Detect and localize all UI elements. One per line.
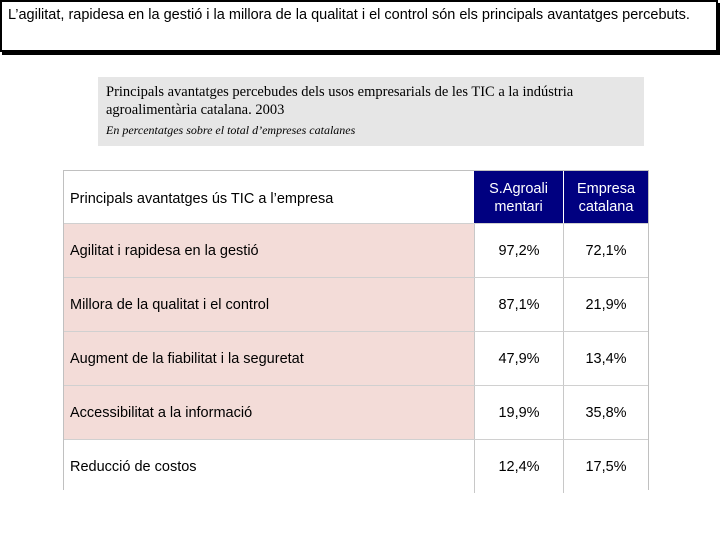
row-label: Millora de la qualitat i el control	[64, 278, 474, 331]
row-value-agro: 12,4%	[474, 440, 564, 493]
row-value-agro: 19,9%	[474, 386, 564, 439]
table-row: Millora de la qualitat i el control 87,1…	[64, 277, 648, 331]
table-row: Augment de la fiabilitat i la seguretat …	[64, 331, 648, 385]
header-box: L’agilitat, rapidesa en la gestió i la m…	[0, 0, 718, 52]
column-header-empresa: Empresa catalana	[564, 171, 648, 225]
table-row: Agilitat i rapidesa en la gestió 97,2% 7…	[64, 223, 648, 277]
row-value-agro: 87,1%	[474, 278, 564, 331]
table-title: Principals avantatges percebudes dels us…	[106, 84, 574, 118]
column-header-agro-line2: mentari	[494, 199, 543, 215]
header-title: L’agilitat, rapidesa en la gestió i la m…	[8, 7, 690, 23]
advantages-table: Principals avantatges ús TIC a l’empresa…	[63, 170, 649, 493]
row-value-agro: 97,2%	[474, 224, 564, 277]
row-value-agro: 47,9%	[474, 332, 564, 385]
row-value-empresa: 35,8%	[564, 386, 648, 439]
column-header-empresa-line2: catalana	[578, 199, 634, 215]
row-label: Augment de la fiabilitat i la seguretat	[64, 332, 474, 385]
row-label: Reducció de costos	[64, 440, 474, 493]
column-header-agro-line1: S.Agroali	[489, 181, 548, 197]
row-value-empresa: 13,4%	[564, 332, 648, 385]
column-header-advantage: Principals avantatges ús TIC a l’empresa	[64, 171, 474, 225]
row-value-empresa: 17,5%	[564, 440, 648, 493]
subtitle-box: Principals avantatges percebudes dels us…	[98, 77, 644, 146]
row-label: Accessibilitat a la informació	[64, 386, 474, 439]
table-header-row: Principals avantatges ús TIC a l’empresa…	[64, 171, 648, 225]
table-row: Accessibilitat a la informació 19,9% 35,…	[64, 385, 648, 439]
table-subtitle: En percentatges sobre el total d’emprese…	[106, 123, 356, 137]
row-label: Agilitat i rapidesa en la gestió	[64, 224, 474, 277]
row-value-empresa: 21,9%	[564, 278, 648, 331]
table-row: Reducció de costos 12,4% 17,5%	[64, 439, 648, 493]
row-value-empresa: 72,1%	[564, 224, 648, 277]
column-header-empresa-line1: Empresa	[576, 181, 636, 197]
column-header-agro: S.Agroali mentari	[474, 171, 563, 225]
